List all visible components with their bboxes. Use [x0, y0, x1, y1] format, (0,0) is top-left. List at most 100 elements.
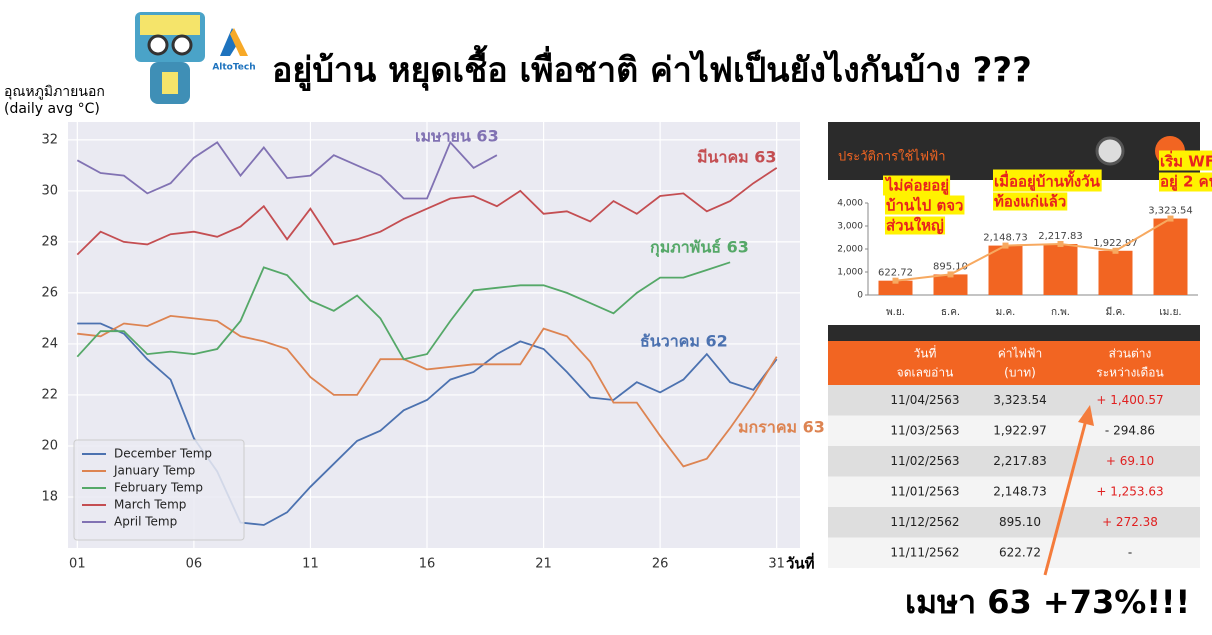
trend-point: [892, 277, 899, 284]
y-tick-label: 18: [41, 489, 58, 504]
y-tick-label: 30: [41, 183, 58, 198]
annotation-highlight: [1159, 172, 1212, 192]
annotation-highlight: [1159, 150, 1212, 171]
table-cell: + 272.38: [1102, 515, 1158, 529]
y-tick-label: 22: [41, 387, 58, 402]
annotation: เมื่ออยู่บ้านทั้งวัน: [994, 170, 1101, 192]
table-cell: 622.72: [999, 545, 1041, 559]
bar-value-label: 895.10: [933, 261, 968, 272]
bar: [933, 274, 968, 295]
x-tick-label: 21: [535, 557, 552, 572]
bar-value-label: 2,148.73: [983, 233, 1028, 244]
bar: [878, 280, 913, 295]
x-tick-label: 01: [69, 557, 86, 572]
bar-chart-title: ประวัติการใช้ไฟฟ้า: [838, 149, 946, 165]
x-tick-label: 06: [186, 557, 203, 572]
legend-label: April Temp: [114, 515, 177, 529]
table-cell: 11/12/2562: [890, 515, 959, 529]
table-header: (บาท): [1004, 366, 1036, 380]
table-cell: 11/03/2563: [890, 423, 959, 437]
page-title: อยู่บ้าน หยุดเชื้อ เพื่อชาติ ค่าไฟเป็นยั…: [272, 45, 1032, 92]
annotation: อยู่ 2 คน: [1160, 173, 1212, 192]
x-tick-label: 26: [652, 557, 669, 572]
annotation: ท้องแก่แล้ว: [994, 193, 1066, 211]
x-tick-label: 16: [419, 557, 436, 572]
trend-point: [1057, 240, 1064, 247]
legend-label: January Temp: [113, 464, 195, 478]
y-tick-label: 3,000: [837, 222, 863, 232]
table-cell: 11/04/2563: [890, 393, 959, 407]
table-row: [828, 415, 1200, 446]
table-header: ส่วนต่าง: [1109, 347, 1152, 361]
annotation: เริ่ม WFH: [1160, 151, 1212, 171]
legend-label: March Temp: [114, 498, 186, 512]
table-cell: 2,217.83: [993, 454, 1046, 468]
table-cell: 3,323.54: [993, 393, 1046, 407]
table-cell: -: [1128, 545, 1132, 559]
mascot-logo: [135, 12, 205, 104]
trend-line: [895, 217, 1172, 282]
bar: [988, 245, 1023, 295]
annotation-highlight: [993, 192, 1068, 211]
arrow: [1043, 405, 1094, 576]
line-series: [76, 167, 778, 256]
trend-point: [1002, 242, 1009, 249]
y-tick-label: 2,000: [837, 245, 863, 255]
annotation: ส่วนใหญ่: [886, 217, 944, 235]
y-tick-label: 1,000: [837, 268, 863, 278]
annotation-highlight: [885, 195, 965, 215]
annotation: ธันวาคม 62: [640, 332, 728, 351]
x-tick-label: 11: [302, 557, 319, 572]
line-series: [77, 322, 778, 526]
table-cell: 11/11/2562: [890, 545, 959, 559]
table-cell: 895.10: [999, 515, 1041, 529]
annotation: ไม่ค่อยอยู่: [884, 176, 949, 196]
altotech-logo: AltoTech: [212, 28, 256, 73]
bar-value-label: 3,323.54: [1148, 206, 1193, 217]
legend: [73, 439, 245, 541]
annotation-highlight: [885, 216, 946, 235]
annotation: เมษายน 63: [415, 127, 499, 146]
bar: [1043, 243, 1078, 295]
table-cell: 11/02/2563: [890, 454, 959, 468]
table-row: [828, 446, 1200, 477]
table-cell: + 1,400.57: [1096, 393, 1163, 407]
table-cell: + 1,253.63: [1096, 484, 1163, 498]
x-tick-label: ม.ค.: [996, 307, 1016, 318]
table-header: [828, 341, 1200, 385]
x-tick-label: ก.พ.: [1051, 307, 1070, 318]
table-cell: 2,148.73: [993, 484, 1046, 498]
y-tick-label: 24: [41, 336, 58, 351]
table-row: [828, 385, 1200, 416]
table-row: [828, 507, 1200, 538]
y-tick-label: 28: [41, 234, 58, 249]
table-header: จดเลขอ่าน: [897, 366, 954, 380]
bar: [1098, 250, 1133, 295]
annotation-highlight: [993, 169, 1102, 192]
y-tick-label: 26: [41, 285, 58, 300]
x-tick-label: มี.ค.: [1106, 306, 1126, 318]
x-tick-label: 31: [768, 557, 785, 572]
meter-icon: [1095, 136, 1125, 166]
trend-point: [947, 271, 954, 278]
annotation-highlight: [883, 175, 951, 196]
y-tick-label: 0: [857, 291, 863, 301]
y-tick-label: 4,000: [837, 199, 863, 209]
line-series: [76, 140, 498, 200]
bar: [1153, 218, 1188, 295]
y-axis-label: อุณหภูมิภายนอก: [4, 84, 105, 100]
table-header: ค่าไฟฟ้า: [998, 347, 1043, 361]
legend-label: December Temp: [114, 447, 212, 461]
bar-value-label: 2,217.83: [1038, 231, 1083, 242]
x-axis-label: วันที่: [786, 553, 815, 573]
table-cell: + 69.10: [1106, 454, 1154, 468]
legend-label: February Temp: [114, 481, 203, 495]
bar-value-label: 1,922.97: [1093, 238, 1138, 249]
table-row: [828, 476, 1200, 507]
table-cell: 11/01/2563: [890, 484, 959, 498]
headline: เมษา 63 +73%!!!: [905, 583, 1190, 621]
bar-value-label: 622.72: [878, 268, 913, 279]
table-header: วันที่: [914, 345, 937, 361]
y-axis-label: (daily avg °C): [4, 101, 100, 117]
